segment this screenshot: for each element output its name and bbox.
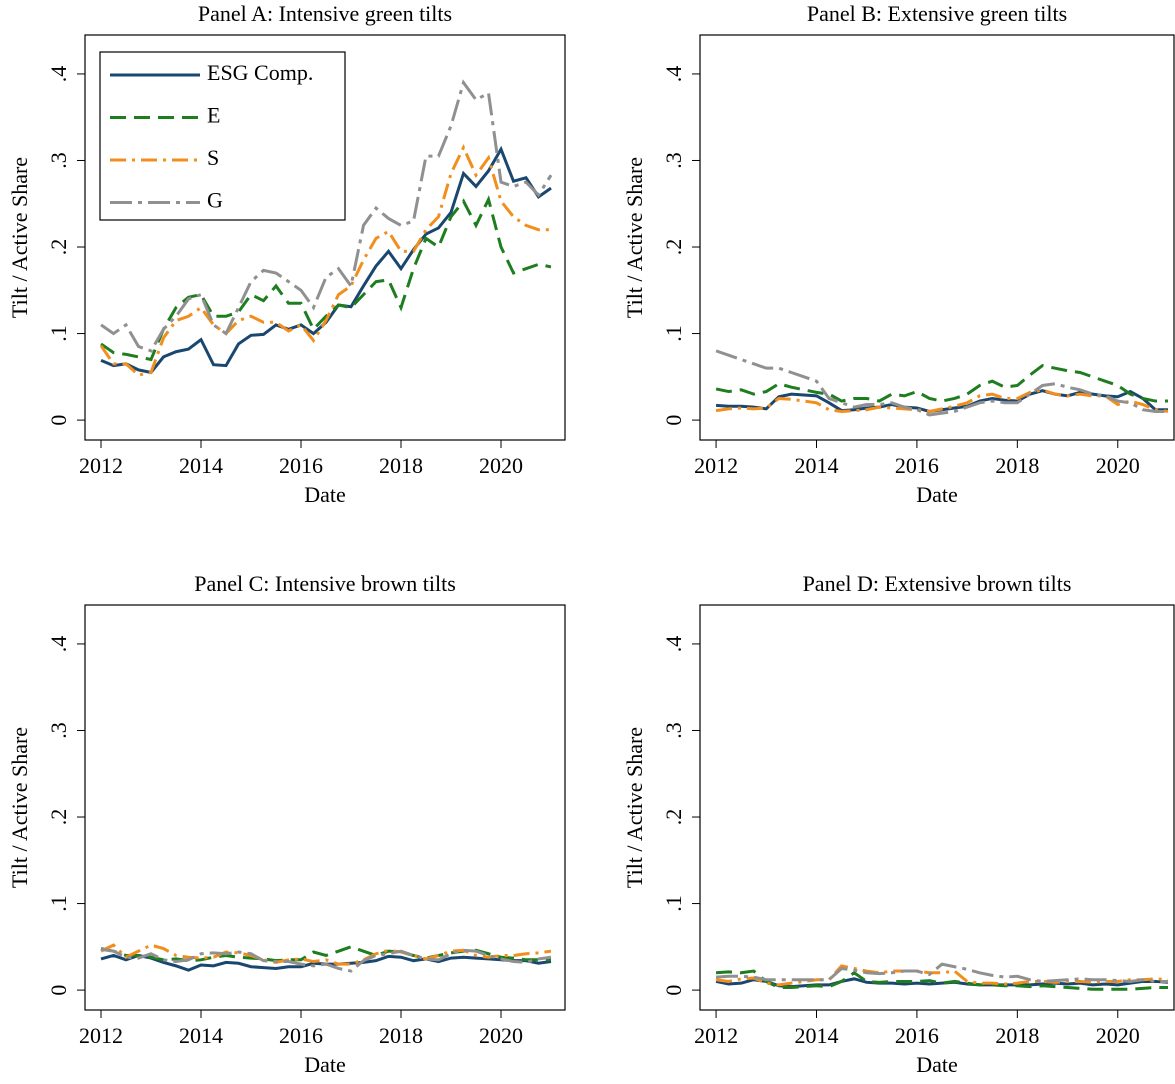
y-tick-label: .4 <box>46 636 71 653</box>
series-line <box>99 143 551 377</box>
legend-box <box>99 51 346 221</box>
x-tick-label: 2018 <box>995 1023 1039 1048</box>
legend-label: ESG Comp. <box>207 60 313 85</box>
y-axis-title: Tilt / Active Share <box>622 157 647 318</box>
x-tick-label: 2018 <box>379 1023 423 1048</box>
plot-frame <box>84 34 566 441</box>
x-tick-label: 2020 <box>479 1023 523 1048</box>
y-tick-label: .1 <box>46 325 71 342</box>
y-tick-label: .2 <box>46 809 71 826</box>
series-line <box>715 349 1168 417</box>
series-line <box>715 962 1168 983</box>
y-tick-label: .3 <box>46 722 71 739</box>
x-tick-label: 2018 <box>995 453 1039 478</box>
x-tick-label: 2016 <box>279 453 323 478</box>
series-line <box>715 969 1168 991</box>
y-tick-label: 0 <box>46 415 71 426</box>
y-tick-label: .1 <box>661 325 686 342</box>
y-axis-title: Tilt / Active Share <box>7 727 32 888</box>
series-line <box>715 964 1169 987</box>
panel-title: Panel B: Extensive green tilts <box>807 1 1067 26</box>
x-tick-label: 2014 <box>794 1023 838 1048</box>
legend-label: E <box>207 103 220 128</box>
y-axis-title: Tilt / Active Share <box>7 157 32 318</box>
series-line <box>100 195 552 362</box>
legend-label: S <box>207 145 219 170</box>
y-tick-label: .2 <box>661 239 686 256</box>
legend-label: G <box>207 188 223 213</box>
y-tick-label: .2 <box>46 239 71 256</box>
series-line <box>715 388 1169 413</box>
y-tick-label: .3 <box>661 152 686 169</box>
x-tick-label: 2016 <box>895 1023 939 1048</box>
series-line <box>100 943 552 966</box>
x-tick-label: 2016 <box>895 453 939 478</box>
y-tick-label: .4 <box>46 66 71 83</box>
panel-title: Panel D: Extensive brown tilts <box>803 571 1072 596</box>
y-tick-label: 0 <box>661 985 686 996</box>
x-tick-label: 2012 <box>79 453 123 478</box>
plot-frame <box>699 34 1175 441</box>
series-line <box>100 947 552 973</box>
x-tick-label: 2020 <box>1096 453 1140 478</box>
plot-frame <box>84 604 566 1011</box>
y-tick-label: .3 <box>661 722 686 739</box>
y-tick-label: .4 <box>661 636 686 653</box>
y-tick-label: .3 <box>46 152 71 169</box>
x-axis-title: Date <box>916 1052 958 1077</box>
x-tick-label: 2020 <box>479 453 523 478</box>
x-tick-label: 2014 <box>179 1023 223 1048</box>
x-tick-label: 2020 <box>1096 1023 1140 1048</box>
y-axis-title: Tilt / Active Share <box>622 727 647 888</box>
y-tick-label: .4 <box>661 66 686 83</box>
x-tick-label: 2018 <box>379 453 423 478</box>
x-tick-label: 2014 <box>794 453 838 478</box>
panel-title: Panel C: Intensive brown tilts <box>194 571 456 596</box>
series-line <box>715 363 1168 403</box>
panel-title: Panel A: Intensive green tilts <box>198 1 452 26</box>
plot-frame <box>699 604 1175 1011</box>
x-tick-label: 2014 <box>179 453 223 478</box>
x-axis-title: Date <box>916 482 958 507</box>
x-axis-title: Date <box>304 1052 346 1077</box>
y-tick-label: .1 <box>661 895 686 912</box>
x-tick-label: 2012 <box>694 453 738 478</box>
y-tick-label: .1 <box>46 895 71 912</box>
x-axis-title: Date <box>304 482 346 507</box>
y-tick-label: .2 <box>661 809 686 826</box>
x-tick-label: 2016 <box>279 1023 323 1048</box>
x-tick-label: 2012 <box>79 1023 123 1048</box>
y-tick-label: 0 <box>46 985 71 996</box>
x-tick-label: 2012 <box>694 1023 738 1048</box>
y-tick-label: 0 <box>661 415 686 426</box>
